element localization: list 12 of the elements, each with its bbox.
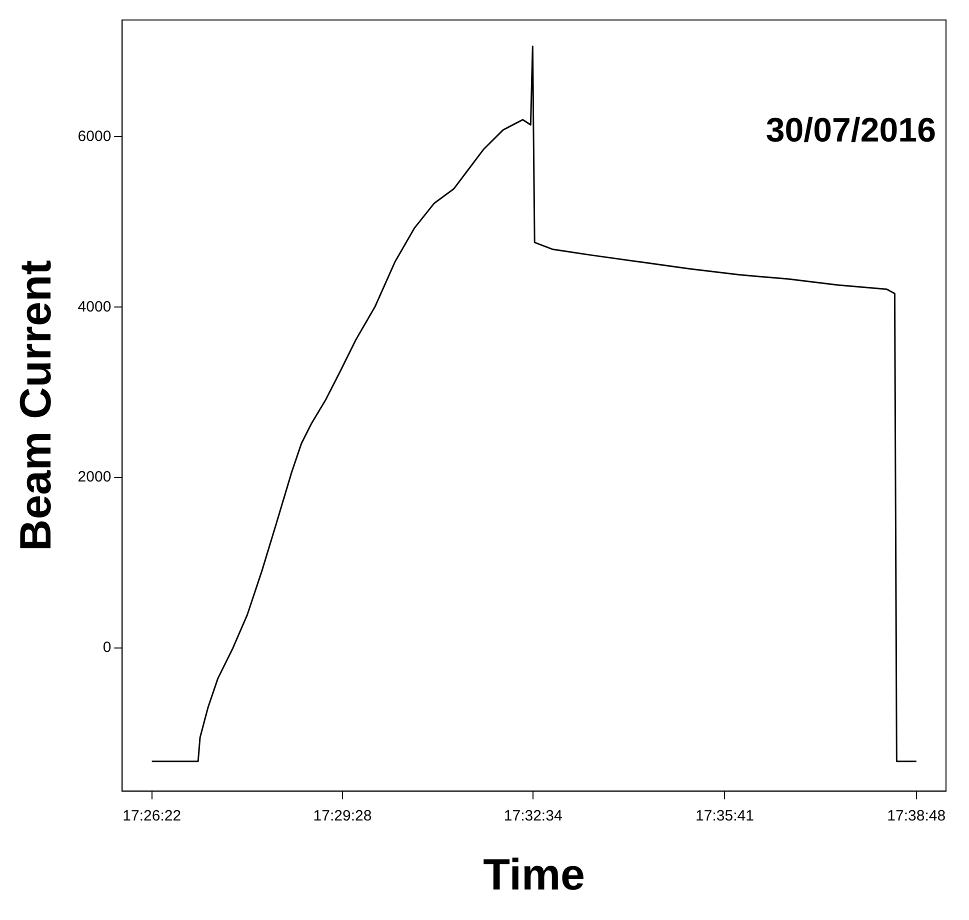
x-tick-label: 17:32:34 xyxy=(504,807,562,824)
x-tick-label: 17:38:48 xyxy=(887,807,946,824)
x-tick-label: 17:29:28 xyxy=(313,807,372,824)
y-tick-label: 4000 xyxy=(78,298,112,316)
y-tick-label: 0 xyxy=(102,639,112,656)
y-tick-label: 2000 xyxy=(78,468,112,486)
y-tick-label: 6000 xyxy=(78,128,112,145)
y-axis-title: Beam Current xyxy=(12,260,61,552)
annotation: 30/07/2016 xyxy=(766,111,936,150)
x-axis-title: Time xyxy=(483,850,586,900)
x-tick-label: 17:26:22 xyxy=(122,807,182,824)
x-tick-label: 17:35:41 xyxy=(696,807,754,824)
